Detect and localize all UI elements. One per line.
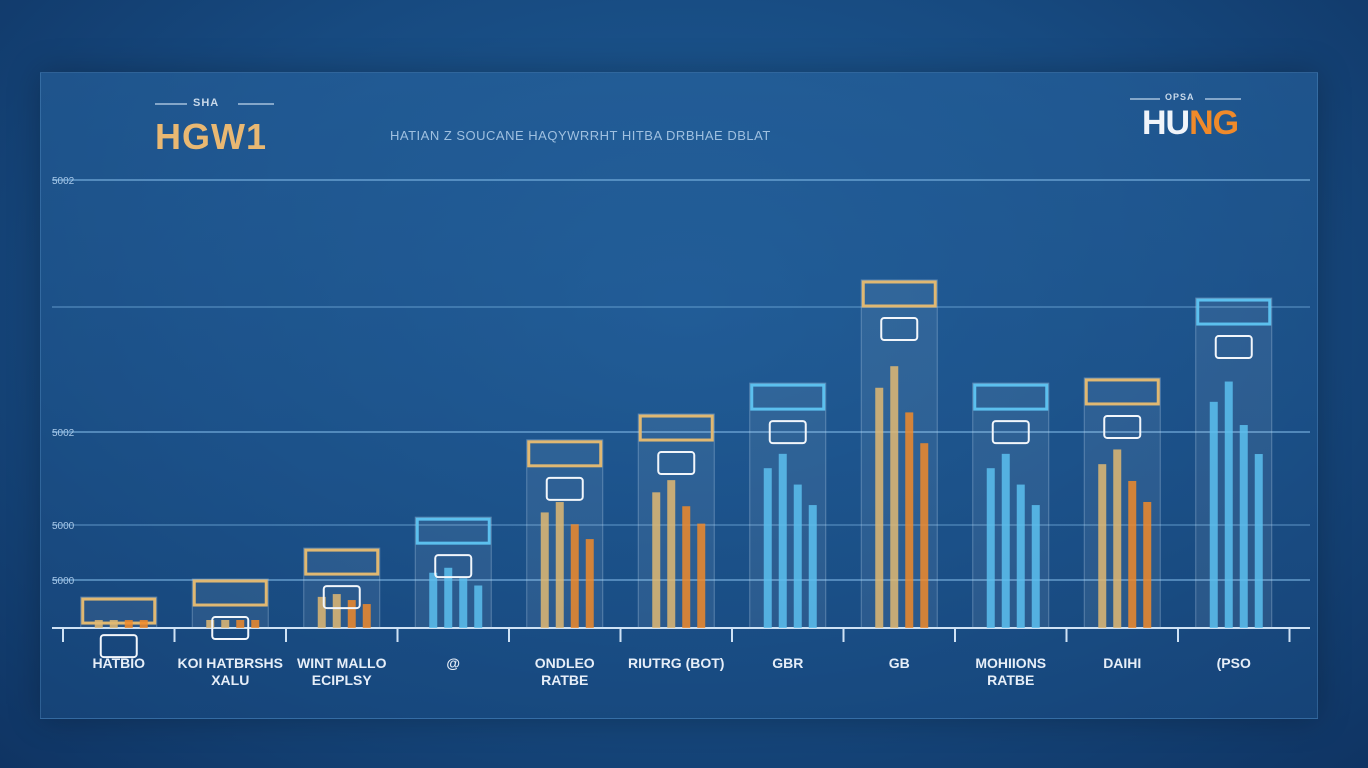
bar-segment — [920, 443, 929, 628]
bar-segment — [667, 480, 676, 628]
bar — [191, 578, 269, 629]
bar-segment — [682, 506, 691, 628]
bar-icon — [99, 634, 138, 659]
bar-segment — [1016, 484, 1025, 628]
bar-cap — [81, 597, 157, 625]
bar-cap — [638, 414, 714, 442]
x-tick-label: MOHIIONS RATBE — [975, 655, 1047, 688]
brand-divider-right — [238, 103, 274, 105]
chart-title: HGW1 — [155, 116, 267, 157]
bar-icon — [768, 420, 807, 445]
x-tick-label: KOI HATBRSHS XALU — [177, 655, 284, 688]
bar-segment — [986, 468, 995, 628]
y-tick-label: 5000 — [52, 521, 75, 532]
bar-segment — [1209, 401, 1218, 628]
bar-segment — [362, 604, 371, 628]
bar-icon — [880, 317, 919, 341]
bar-segment — [139, 620, 148, 628]
bar-cap — [750, 383, 826, 411]
bar-icon — [657, 451, 696, 476]
y-tick-label: 5002 — [52, 428, 75, 439]
x-tick-label: ONDLEO RATBE — [534, 655, 595, 688]
bar-icon — [1103, 414, 1142, 439]
bar-cap — [192, 579, 268, 607]
bar-segment — [555, 502, 564, 628]
bar-segment — [585, 539, 594, 628]
brand-logo-part1: HU — [1142, 104, 1190, 142]
bar-segment — [697, 523, 706, 628]
bar-segment — [763, 468, 772, 628]
bar-cap — [415, 517, 491, 545]
bar-icon — [1214, 335, 1253, 360]
bar-icon — [211, 616, 250, 641]
bar-segment — [905, 412, 914, 628]
bar-segment — [124, 620, 133, 628]
x-tick-label: WINT MALLO ECIPLSY — [297, 655, 387, 688]
logo-divider-right — [1205, 98, 1241, 100]
bar-icon — [545, 476, 584, 501]
bar-segment — [1128, 480, 1137, 628]
bar-cap — [861, 280, 937, 308]
brand-logo: HUNG — [1142, 104, 1239, 143]
bar-segment — [1001, 453, 1010, 628]
bar-cap — [527, 440, 603, 468]
bar-segment — [808, 505, 817, 628]
bar-segment — [206, 620, 215, 628]
bar-segment — [1239, 425, 1248, 628]
brand-logo-part2: NG — [1189, 104, 1239, 142]
brand-left-small: SHA — [193, 97, 220, 109]
bar-cap — [1196, 298, 1272, 326]
x-tick-label: RIUTRG (BOT) — [628, 655, 725, 671]
x-tick-label: GBR — [772, 655, 804, 671]
bar-cap — [304, 548, 380, 576]
bar-segment — [236, 620, 245, 628]
bar-segment — [875, 387, 884, 628]
bar-segment — [109, 620, 118, 628]
brand-divider-left — [155, 103, 187, 105]
y-tick-label: 5000 — [52, 576, 75, 587]
bar-cap — [973, 383, 1049, 411]
bar-segment — [221, 620, 230, 628]
bar-cap — [1084, 378, 1160, 406]
x-tick-label: (PSO — [1216, 655, 1251, 671]
bar-segment — [1143, 501, 1152, 628]
bar-icon — [434, 554, 473, 579]
x-tick-label: @ — [446, 655, 461, 671]
x-tick-label: GB — [888, 655, 910, 671]
bar-segment — [251, 620, 260, 628]
bar-icon — [991, 420, 1030, 445]
bar-segment — [778, 453, 787, 628]
x-tick-label: DAIHI — [1103, 655, 1142, 671]
bar-segment — [474, 585, 483, 628]
bar-segment — [540, 512, 549, 628]
bar-segment — [332, 594, 341, 628]
bar-segment — [1224, 381, 1233, 628]
bar-segment — [444, 567, 453, 628]
bar-segment — [1098, 464, 1107, 628]
bar-segment — [793, 484, 802, 628]
chart-subtitle: HATIAN Z SOUCANE HAQYWRRHT HITBA DRBHAE … — [390, 128, 771, 143]
bar-segment — [317, 596, 326, 628]
bar-segment — [459, 578, 468, 628]
x-tick-label: HATBIO — [92, 655, 146, 671]
bar-segment — [890, 366, 899, 628]
bar-segment — [94, 620, 103, 628]
bar-segment — [1031, 505, 1040, 628]
bar-segment — [429, 572, 438, 628]
bar-segment — [1254, 454, 1263, 628]
bar-segment — [1113, 449, 1122, 628]
logo-divider-left — [1130, 98, 1160, 100]
y-tick-label: 5002 — [52, 176, 75, 187]
bar-icon — [322, 585, 361, 610]
bar-segment — [570, 524, 579, 628]
logo-small-text: OPSA — [1165, 92, 1195, 102]
bar-segment — [347, 600, 356, 628]
bar-segment — [652, 492, 661, 628]
